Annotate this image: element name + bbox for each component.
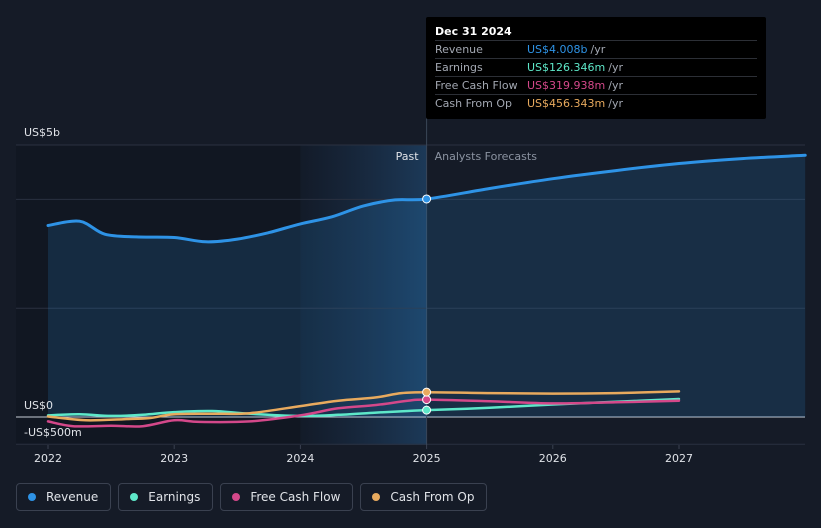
- tooltip-label: Earnings: [435, 61, 483, 74]
- tooltip-row-earnings: Earnings US$126.346m /yr: [435, 58, 757, 76]
- tooltip-row-revenue: Revenue US$4.008b /yr: [435, 40, 757, 58]
- x-tick-label: 2026: [539, 452, 567, 465]
- tooltip-value: US$319.938m: [527, 79, 606, 92]
- legend-dot-icon: [130, 493, 139, 501]
- legend-label: Revenue: [46, 490, 99, 504]
- legend-dot-icon: [372, 493, 381, 501]
- tooltip-value: US$456.343m: [527, 97, 606, 110]
- tooltip-unit: /yr: [590, 43, 606, 56]
- legend-dot-icon: [232, 493, 241, 501]
- y-axis-label: US$0: [24, 399, 53, 412]
- x-tick-label: 2023: [160, 452, 188, 465]
- series-line-cash-from-op: [46, 390, 681, 422]
- legend-label: Cash From Op: [390, 490, 475, 504]
- tooltip-unit: /yr: [608, 97, 623, 110]
- data-point-free-cash-flow: [422, 395, 432, 405]
- section-label-forecast: Analysts Forecasts: [435, 150, 538, 163]
- data-point-earnings: [422, 405, 432, 415]
- section-label-past: Past: [396, 150, 420, 163]
- tooltip-label: Free Cash Flow: [435, 79, 518, 92]
- legend-dot-icon: [28, 493, 36, 501]
- x-tick-label: 2027: [665, 452, 693, 465]
- revenue-area: [48, 155, 806, 418]
- legend-label: Free Cash Flow: [250, 490, 341, 504]
- series-line-free-cash-flow: [46, 398, 681, 428]
- tooltip-label: Cash From Op: [435, 97, 513, 110]
- x-tick-label: 2025: [413, 452, 441, 465]
- legend-item-earnings[interactable]: Earnings: [118, 483, 214, 511]
- legend-item-revenue[interactable]: Revenue: [16, 483, 112, 511]
- data-point-revenue: [422, 194, 432, 204]
- tooltip-label: Revenue: [435, 43, 483, 56]
- legend: Revenue Earnings Free Cash Flow Cash Fro…: [16, 483, 488, 511]
- highlight-region: [300, 145, 427, 445]
- y-axis-label: US$5b: [24, 126, 60, 139]
- x-tick-label: 2024: [286, 452, 314, 465]
- x-tick-label: 2022: [34, 452, 62, 465]
- tooltip-unit: /yr: [608, 61, 623, 74]
- tooltip-value: US$4.008b: [527, 43, 588, 56]
- y-axis-label: -US$500m: [24, 426, 82, 439]
- tooltip-row-cash-from-op: Cash From Op US$456.343m /yr: [435, 94, 757, 112]
- tooltip-unit: /yr: [608, 79, 623, 92]
- data-point-cash-from-op: [422, 387, 432, 397]
- legend-item-cash-from-op[interactable]: Cash From Op: [360, 483, 488, 511]
- tooltip-row-free-cash-flow: Free Cash Flow US$319.938m /yr: [435, 76, 757, 94]
- series-line-earnings: [46, 397, 681, 418]
- legend-label: Earnings: [148, 490, 201, 504]
- tooltip-date: Dec 31 2024: [435, 25, 512, 38]
- series-line-revenue: [46, 153, 807, 244]
- legend-item-free-cash-flow[interactable]: Free Cash Flow: [220, 483, 354, 511]
- tooltip-value: US$126.346m: [527, 61, 606, 74]
- tooltip: Dec 31 2024 Revenue US$4.008b /yr Earnin…: [426, 17, 766, 119]
